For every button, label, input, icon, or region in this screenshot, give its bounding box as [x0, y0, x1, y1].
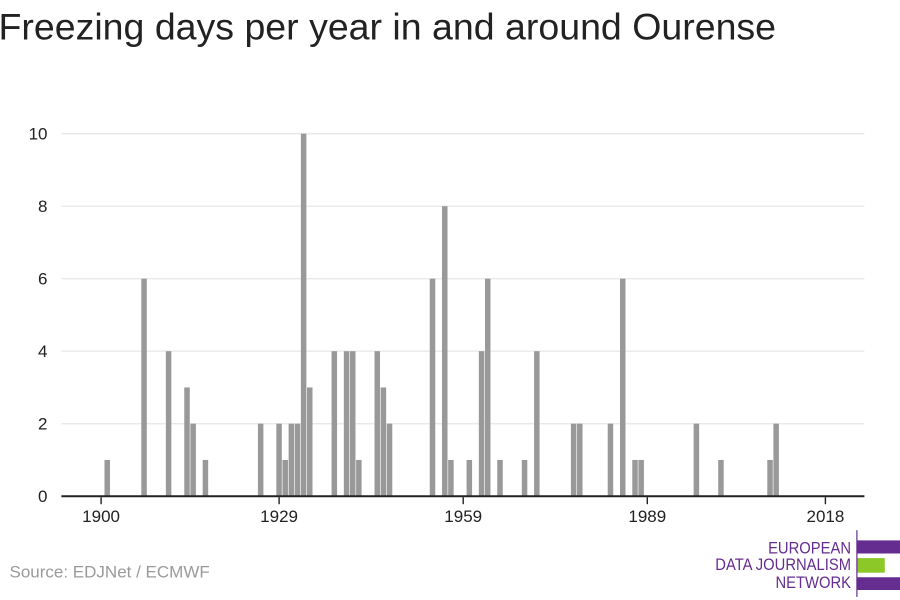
svg-text:6: 6	[38, 269, 47, 288]
svg-text:2: 2	[38, 414, 47, 433]
svg-text:1929: 1929	[260, 507, 298, 526]
svg-text:1989: 1989	[628, 507, 666, 526]
svg-text:0: 0	[38, 487, 47, 506]
svg-text:2018: 2018	[806, 507, 844, 526]
svg-text:1900: 1900	[82, 507, 120, 526]
svg-text:DATA JOURNALISM: DATA JOURNALISM	[715, 556, 851, 574]
svg-text:EUROPEAN: EUROPEAN	[768, 539, 851, 557]
svg-text:Freezing days per year in and: Freezing days per year in and around Our…	[0, 6, 776, 48]
svg-text:NETWORK: NETWORK	[775, 574, 851, 592]
svg-text:4: 4	[38, 342, 47, 361]
svg-text:10: 10	[29, 124, 48, 143]
svg-text:8: 8	[38, 197, 47, 216]
svg-text:Source: EDJNet / ECMWF: Source: EDJNet / ECMWF	[10, 563, 210, 582]
svg-text:1959: 1959	[444, 507, 482, 526]
